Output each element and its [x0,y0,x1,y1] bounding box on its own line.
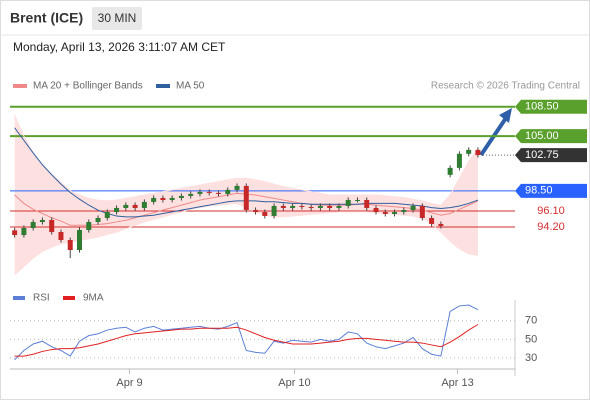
candle-body [401,209,407,213]
candle-body [262,212,268,216]
x-tick-label: Apr 9 [116,377,142,389]
candle-body [39,219,45,223]
legend-swatch [13,84,27,88]
candle-body [364,199,370,208]
legend-label: RSI [33,293,50,304]
candle-body [271,205,277,216]
candle-body [447,167,453,175]
candle-body [234,185,240,190]
candle-body [410,205,416,210]
y-tick-label: 70 [525,315,537,327]
interval-button[interactable] [92,7,142,30]
legend-swatch [13,296,25,300]
candle-body [354,199,360,201]
legend-swatch [63,296,75,300]
candle-body [169,197,175,200]
candle-body [225,189,231,194]
candle-body [317,205,323,208]
y-tick-label: 50 [525,333,537,345]
candle-body [12,230,18,236]
candle-body [76,230,82,251]
candle-body [456,153,462,168]
level-label: 105.00 [525,130,559,142]
level-label: 102.75 [525,149,559,161]
timestamp: Monday, April 13, 2026 3:11:07 AM CET [13,40,226,54]
candle-body [206,191,212,193]
level-label: 96.10 [537,205,565,217]
candle-body [86,222,92,231]
level-label-box [515,129,587,144]
level-label-box [515,183,587,198]
x-tick-label: Apr 13 [441,377,473,389]
x-tick-label: Apr 10 [278,377,310,389]
indicator-line [14,304,479,361]
instrument-title: Brent (ICE) [10,10,83,26]
legend-label: MA 50 [176,81,205,92]
level-label: 94.20 [537,221,565,233]
legend-label: MA 20 + Bollinger Bands [33,81,143,92]
candle-body [290,205,296,208]
level-label-box [515,148,587,163]
candle-body [58,232,64,241]
candle-body [419,205,425,218]
candle-body [197,191,203,194]
candle-body [30,222,36,228]
candle-body [345,199,351,206]
candle-body [188,193,194,196]
candle-body [243,185,249,210]
indicator-line [14,324,479,357]
bollinger-upper [14,114,479,206]
candle-body [392,212,398,214]
candle-body [475,149,481,156]
candle-body [114,207,120,213]
candle-body [141,201,147,208]
candle-body [327,205,333,208]
forecast-arrow-head [499,108,512,123]
candle-body [160,197,166,200]
candle-body [253,209,259,213]
candle-body [21,227,27,236]
level-label: 108.50 [525,101,559,113]
candle-body [49,219,55,233]
y-tick-label: 30 [525,352,537,364]
candle-body [67,240,73,251]
level-label-box [515,99,587,114]
candle-body [104,212,110,218]
candle-body [151,197,157,202]
legend-label: 9MA [83,293,104,304]
candle-body [299,205,305,207]
candle-body [215,192,221,194]
interval-label[interactable]: 30 MIN [98,11,137,25]
candle-body [466,149,472,154]
level-label: 98.50 [525,185,553,197]
attribution: Research © 2026 Trading Central [431,81,580,92]
candle-body [132,204,138,208]
candle-body [178,195,184,198]
legend-swatch [156,84,170,88]
candle-body [438,223,444,226]
candle-body [280,205,286,208]
candle-body [373,207,379,213]
candle-body [308,206,314,208]
candle-body [123,204,129,208]
candle-body [336,205,342,208]
candle-body [382,212,388,214]
candle-body [95,217,101,223]
candle-body [429,217,435,224]
